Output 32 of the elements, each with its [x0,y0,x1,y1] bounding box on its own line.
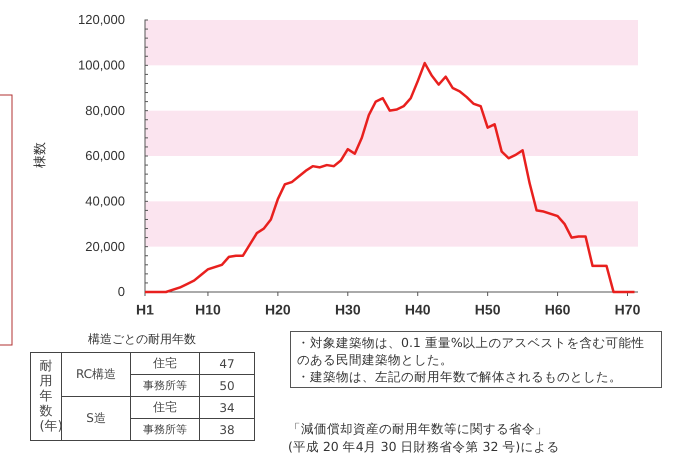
y-tick-label: 100,000 [78,57,125,72]
text: ・建築物は、左記の耐用年数で解体されるものとした。 [297,368,623,385]
text: ・対象建築物は、0.1 重量%以上のアスベストを含む可能性のある民間建築物とした。 [297,334,646,368]
x-tick-label: H60 [544,301,571,318]
text: 事務所等 [130,374,200,396]
y-tick-label: 60,000 [85,148,125,164]
x-tick-label: H10 [195,301,221,318]
x-tick-label: H70 [614,301,641,318]
x-tick-label: H20 [265,301,291,318]
y-tick-label: 20,000 [85,238,125,254]
text: 「減価償却資産の耐用年数等に関する省令」 [288,420,548,438]
x-tick-label: H40 [404,301,431,318]
text: 事務所等 [130,418,200,440]
x-tick-label: H30 [334,301,361,318]
text: 住宅 [130,352,200,374]
text: 構造ごとの耐用年数 [88,331,196,348]
y-tick-label: 0 [118,284,125,300]
y-tick-label: 40,000 [85,193,125,208]
x-tick-label: H1 [136,301,154,318]
text: 34 [200,396,254,418]
y-tick-label: 120,000 [78,12,125,28]
y-axis-title: 棟数 [33,142,48,168]
text: 住宅 [130,396,200,418]
text: 50 [200,374,254,396]
y-tick-label: 80,000 [85,102,125,118]
text: RC構造 [62,352,130,396]
text: S造 [62,396,130,440]
text: 38 [200,418,254,440]
text: 47 [200,352,254,374]
text: (平成 20 年4月 30 日財務省令第 32 号)による [288,438,560,456]
x-tick-label: H50 [474,301,501,318]
line-series [144,62,636,294]
